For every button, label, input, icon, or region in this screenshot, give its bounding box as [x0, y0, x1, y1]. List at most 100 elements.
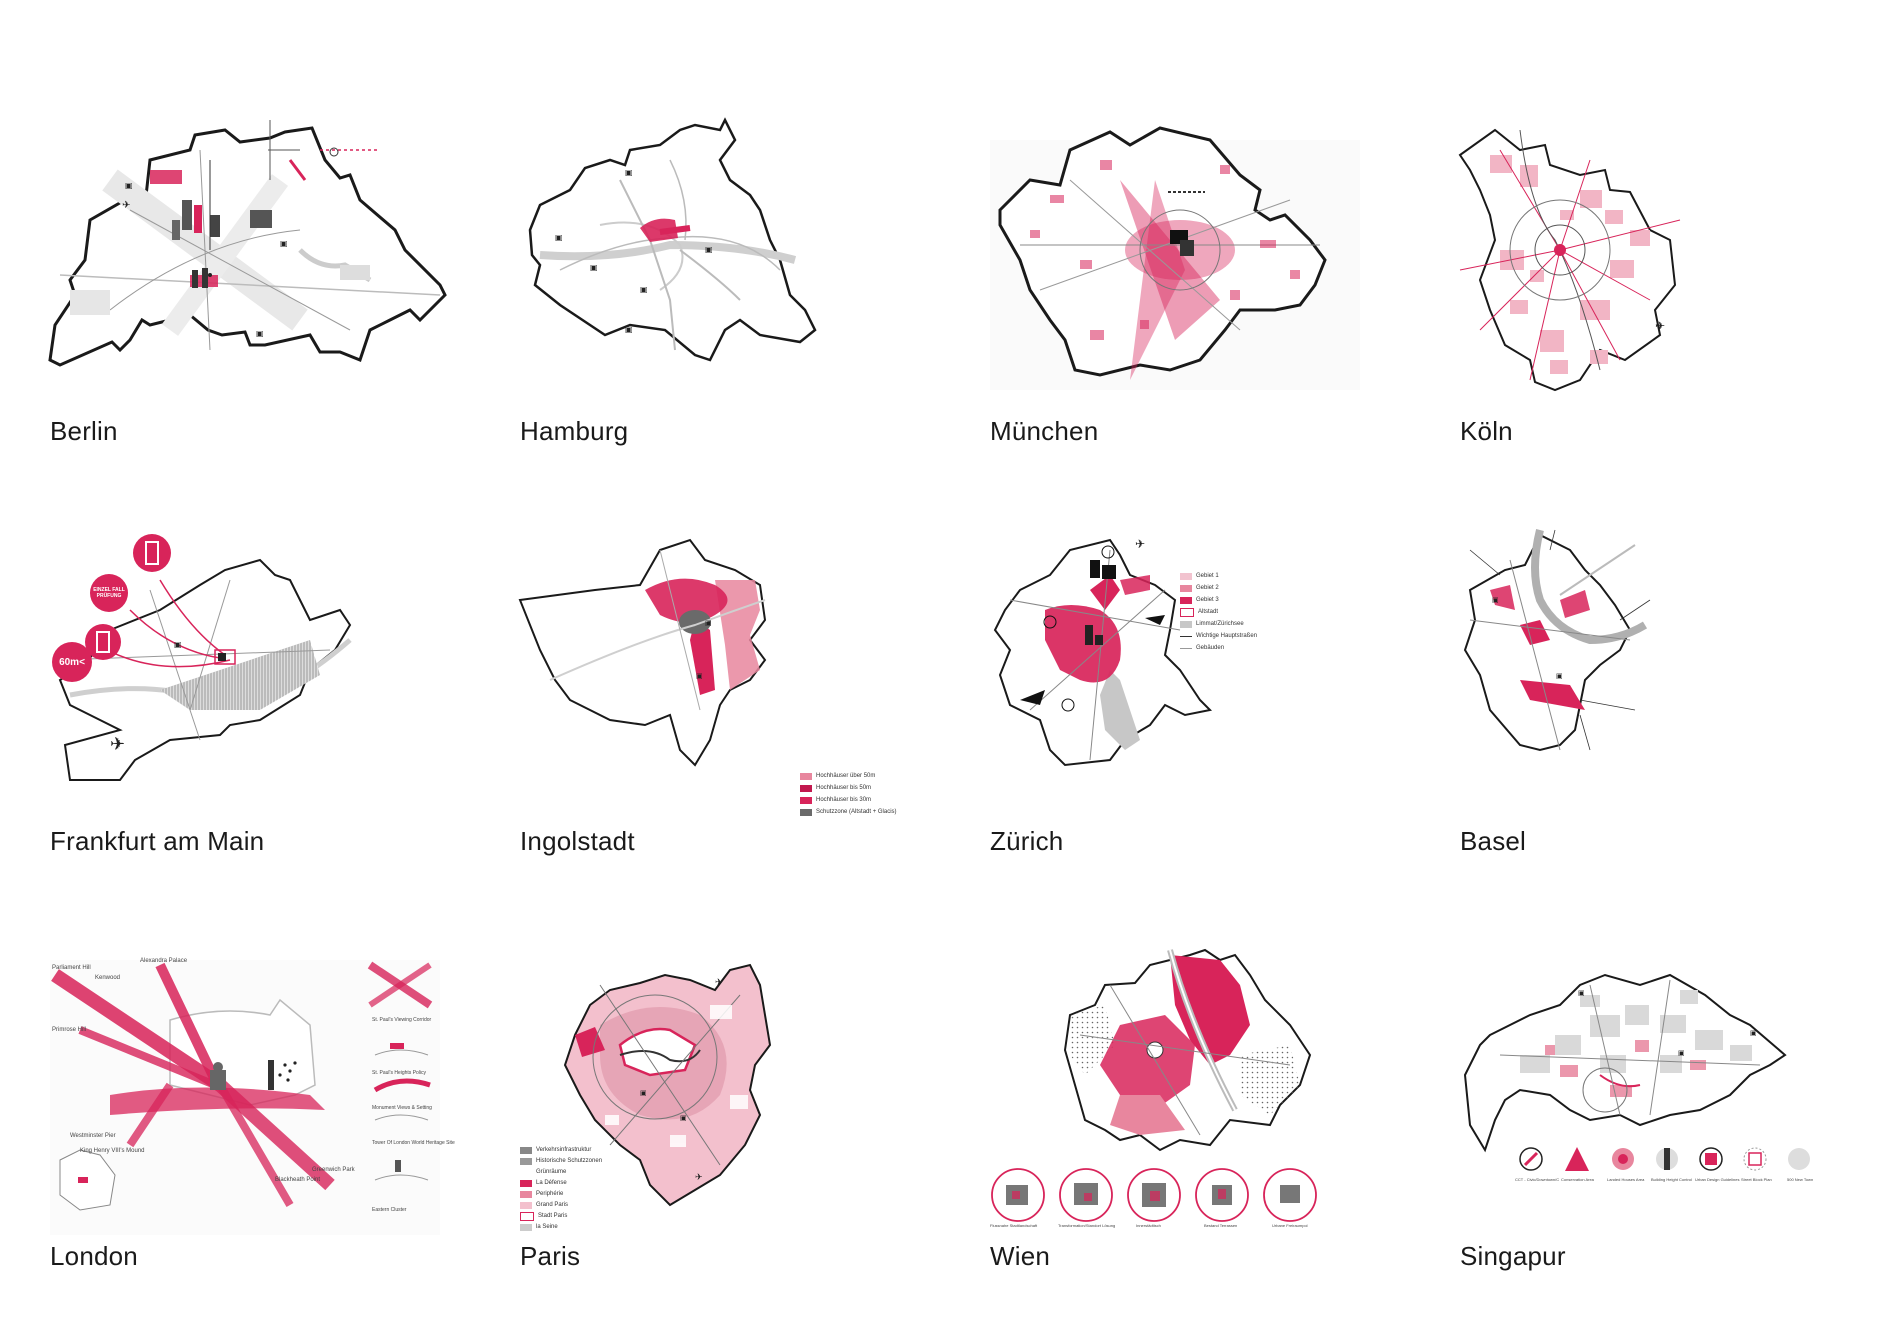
legend-label: Gebiet 2 [1196, 585, 1219, 591]
london-label-parliament-hill: Parliament Hill [52, 965, 91, 971]
singapur-legend-label-3: Landed Houses Area [1607, 1177, 1645, 1182]
basel-map: ▣ ▣ [1463, 529, 1651, 752]
london-label-blackheath-point: Blackheath Point [275, 1177, 321, 1183]
london-label-westminster-pier: Westminster Pier [70, 1133, 116, 1139]
legend-label: Hochhäuser über 50m [816, 773, 876, 779]
legend-label: Hochhäuser bis 30m [816, 797, 872, 803]
legend-row: Hochhäuser über 50m [800, 770, 897, 782]
legend-swatch [1180, 607, 1194, 617]
london-map [50, 960, 440, 1235]
city-caption: Ingolstadt [520, 826, 635, 856]
legend-row: Schutzzone (Altstadt + Glacis) [800, 806, 897, 818]
paris-legend: Verkehrsinfrastruktur Historische Schutz… [520, 1145, 602, 1233]
wien-circle-label-5: Urbane Freiraumpol [1272, 1223, 1308, 1228]
legend-row: Hochhäuser bis 30m [800, 794, 897, 806]
legend-row: Historische Schutzzonen [520, 1156, 602, 1167]
callout-einzelfallpruefung: EINZEL FALL PRÜFUNG [90, 574, 128, 612]
paris-map: ✈ ✈ ▣ ▣ [563, 963, 772, 1207]
panel-wien: Flussnahe Stadtlandschaft Transformation… [990, 945, 1390, 1325]
london-label-alexandra-palace: Alexandra Palace [140, 958, 188, 964]
building-icon [96, 631, 110, 653]
ingolstadt-map: ▣ ▣ [518, 538, 767, 767]
tower-icon-callout [133, 534, 171, 572]
legend-label: La Défense [536, 1180, 567, 1186]
legend-swatch [1180, 635, 1192, 637]
legend-row: La Défense [520, 1178, 602, 1189]
panel-singapur: ▣ ▣ ▣ CCT - Civic/Downtown/C Conservatio… [1460, 945, 1860, 1325]
legend-swatch [520, 1147, 532, 1154]
legend-label: Gebiet 1 [1196, 573, 1219, 579]
svg-text:▣: ▣ [1750, 1030, 1757, 1037]
singapur-legend-label-4: Building Height Control [1651, 1177, 1692, 1182]
svg-text:▣: ▣ [705, 620, 712, 627]
legend-swatch [1180, 584, 1192, 592]
city-caption: Berlin [50, 416, 118, 446]
svg-text:✈: ✈ [715, 977, 723, 987]
svg-text:▣: ▣ [625, 325, 633, 334]
legend-label: Hochhäuser bis 50m [816, 785, 872, 791]
singapur-legend-label-6: Street Block Plan [1741, 1177, 1772, 1182]
legend-row: Grünräume [520, 1167, 602, 1178]
legend-row: Verkehrsinfrastruktur [520, 1145, 602, 1156]
panel-london: Parliament Hill Alexandra Palace Kenwood… [50, 945, 455, 1325]
london-label-kenwood: Kenwood [95, 975, 121, 981]
panel-hamburg: ▣ ▣ ▣ ▣ ▣ ▣ Hamburg [520, 117, 920, 500]
panel-berlin: ▣ ✈ ▣ ▣ Berlin [48, 120, 450, 500]
city-caption: London [50, 1241, 138, 1271]
svg-text:▣: ▣ [696, 673, 703, 680]
legend-row: Grand Paris [520, 1200, 602, 1211]
singapur-legend-label-5: Urban Design Guidelines [1695, 1177, 1740, 1182]
singapur-legend-label-2: Conservation Area [1561, 1177, 1594, 1182]
koeln-map: ✈ [1458, 128, 1681, 392]
legend-label: Stadt Paris [538, 1213, 568, 1219]
legend-row: Periphérie [520, 1189, 602, 1200]
building-icon-callout [85, 624, 121, 660]
legend-swatch [520, 1202, 532, 1209]
legend-row: Gebiet 3 [1180, 594, 1257, 606]
legend-label: la Seine [536, 1224, 558, 1230]
wien-circle-label-2: Transformation/Standort Lösung [1058, 1223, 1116, 1228]
legend-label: Periphérie [536, 1191, 564, 1197]
city-caption: Köln [1460, 416, 1513, 446]
legend-swatch [520, 1212, 534, 1221]
legend-swatch [800, 808, 812, 816]
svg-text:▣: ▣ [705, 245, 713, 254]
singapur-legend: CCT - Civic/Downtown/C Conservation Area… [1515, 1145, 1815, 1205]
svg-text:▣: ▣ [640, 1090, 647, 1097]
singapur-legend-label-7: 500 New Town [1787, 1177, 1814, 1182]
city-caption: Frankfurt am Main [50, 826, 265, 856]
legend-swatch [520, 1191, 532, 1198]
legend-label: Limmat/Zürichsee [1196, 621, 1244, 627]
frankfurt-map: ▣ ✈ [58, 558, 352, 781]
city-caption: Singapur [1460, 1241, 1566, 1271]
svg-text:▣: ▣ [256, 329, 264, 338]
svg-text:▣: ▣ [680, 1115, 687, 1122]
legend-swatch [520, 1169, 532, 1176]
legend-swatch [800, 772, 812, 780]
legend-swatch [800, 784, 812, 792]
panel-frankfurt: ▣ ✈ 60m< EINZEL FALL PRÜFUNG Frankfurt a… [50, 530, 450, 910]
zuerich-map: ✈ [993, 537, 1213, 767]
muenchen-map [990, 126, 1360, 390]
london-side-label-2: St. Paul's Heights Policy [372, 1070, 427, 1076]
wien-circle-label-1: Flussnahe Stadtlandschaft [990, 1223, 1038, 1228]
london-label-king-henry: King Henry VIII's Mound [80, 1148, 145, 1154]
legend-row: Hochhäuser bis 50m [800, 782, 897, 794]
city-caption: Zürich [990, 826, 1064, 856]
panel-zuerich: ✈ Gebiet 1 Gebiet 2 Gebiet 3 Altstadt Li… [990, 530, 1390, 910]
legend-label: Grünräume [536, 1169, 567, 1175]
legend-row: Gebiet 1 [1180, 570, 1257, 582]
legend-label: Wichtige Hauptstraßen [1196, 633, 1258, 639]
svg-text:▣: ▣ [174, 640, 182, 649]
zuerich-legend: Gebiet 1 Gebiet 2 Gebiet 3 Altstadt Limm… [1180, 570, 1257, 654]
svg-text:▣: ▣ [555, 233, 563, 242]
legend-row: Stadt Paris [520, 1211, 602, 1222]
legend-row: Gebäuden [1180, 642, 1257, 654]
london-side-label-5: Eastern Cluster [372, 1207, 407, 1213]
legend-row: Limmat/Zürichsee [1180, 618, 1257, 630]
svg-text:▣: ▣ [1578, 990, 1585, 997]
legend-swatch [520, 1180, 532, 1187]
legend-row: Altstadt [1180, 606, 1257, 618]
legend-label: Altstadt [1198, 609, 1219, 615]
london-side-label-1: St. Paul's Viewing Corridor [372, 1017, 432, 1023]
